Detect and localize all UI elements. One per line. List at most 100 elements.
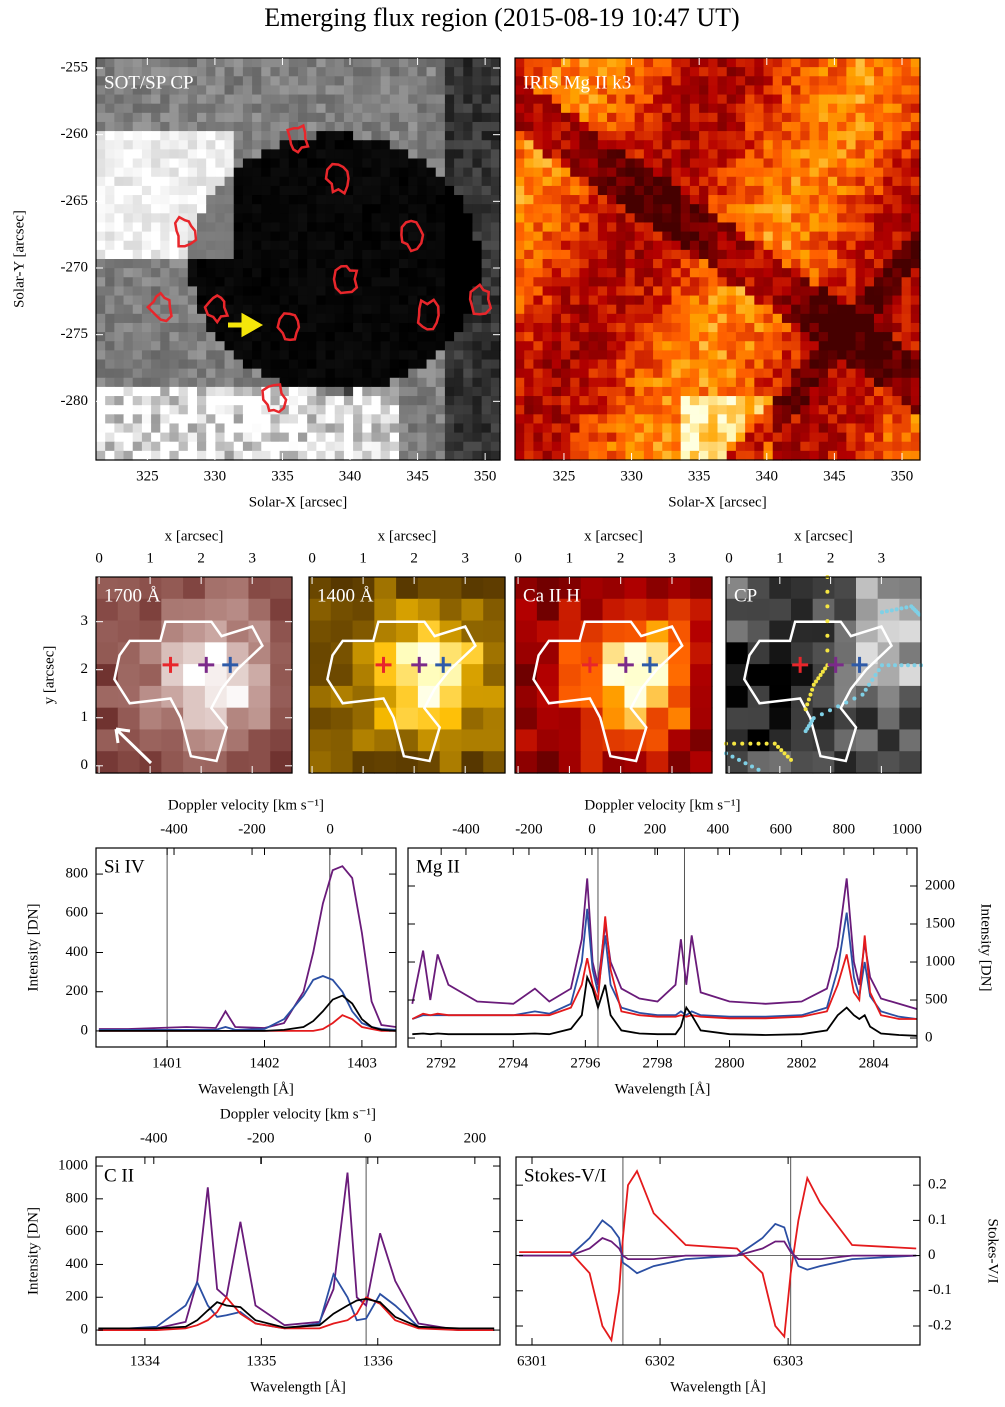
image-pixel — [643, 204, 654, 214]
image-pixel — [481, 341, 492, 351]
image-pixel — [248, 577, 271, 600]
image-pixel — [132, 368, 143, 379]
image-pixel — [772, 131, 783, 141]
image-pixel — [717, 295, 728, 306]
image-pixel — [371, 167, 382, 178]
image-pixel — [616, 158, 627, 169]
image-pixel — [551, 185, 562, 196]
image-pixel — [316, 396, 327, 406]
image-pixel — [206, 112, 216, 123]
image-pixel — [515, 140, 525, 150]
image-pixel — [827, 167, 838, 178]
image-pixel — [597, 195, 608, 205]
image-pixel — [735, 167, 746, 178]
image-pixel — [178, 304, 189, 315]
image-pixel — [570, 386, 581, 397]
image-pixel — [472, 396, 483, 406]
image-pixel — [472, 268, 483, 278]
image-pixel — [708, 185, 719, 196]
image-pixel — [735, 112, 746, 123]
image-pixel — [472, 94, 483, 105]
image-pixel — [261, 58, 272, 68]
image-pixel — [625, 222, 636, 233]
image-pixel — [472, 213, 483, 224]
image-pixel — [206, 121, 216, 132]
image-pixel — [242, 368, 253, 379]
image-pixel — [689, 112, 700, 123]
image-pixel — [671, 386, 682, 397]
image-pixel — [380, 67, 391, 77]
x-tick-label: 1402 — [250, 1055, 280, 1071]
dot — [814, 679, 819, 684]
image-pixel — [542, 67, 553, 77]
image-pixel — [662, 240, 673, 251]
image-pixel — [699, 231, 709, 242]
image-pixel — [892, 131, 903, 141]
image-pixel — [472, 423, 483, 434]
image-pixel — [96, 304, 106, 315]
image-pixel — [380, 176, 391, 187]
image-pixel — [634, 131, 645, 141]
image-pixel — [625, 396, 636, 406]
image-pixel — [754, 167, 765, 178]
image-pixel — [417, 359, 428, 370]
image-pixel — [899, 664, 922, 687]
image-pixel — [791, 121, 801, 132]
image-pixel — [435, 76, 446, 87]
image-pixel — [298, 295, 308, 306]
image-pixel — [524, 322, 535, 333]
image-pixel — [178, 67, 189, 77]
image-pixel — [763, 304, 774, 315]
image-pixel — [745, 76, 755, 87]
image-pixel — [490, 259, 501, 269]
image-pixel — [261, 240, 272, 251]
image-pixel — [864, 67, 875, 77]
image-pixel — [454, 112, 464, 123]
image-pixel — [362, 176, 373, 187]
image-pixel — [408, 176, 418, 187]
image-pixel — [454, 450, 464, 461]
image-pixel — [533, 405, 544, 415]
image-pixel — [316, 58, 327, 68]
image-pixel — [680, 121, 691, 132]
image-pixel — [270, 707, 293, 731]
image-pixel — [533, 112, 544, 123]
image-pixel — [472, 341, 483, 351]
image-pixel — [139, 642, 162, 665]
image-pixel — [624, 664, 647, 687]
image-pixel — [417, 121, 428, 132]
image-pixel — [298, 368, 308, 379]
image-pixel — [261, 359, 272, 370]
image-pixel — [105, 167, 115, 178]
image-pixel — [542, 432, 553, 443]
image-pixel — [846, 295, 857, 306]
x2-tick-label: 200 — [644, 821, 667, 837]
image-pixel — [224, 249, 235, 260]
image-pixel — [570, 240, 581, 251]
image-pixel — [690, 642, 713, 665]
image-pixel — [855, 240, 866, 251]
x-tick-label: 1 — [776, 550, 784, 566]
image-pixel — [426, 268, 437, 278]
image-pixel — [846, 450, 857, 461]
image-pixel — [233, 295, 244, 306]
image-pixel — [233, 423, 244, 434]
image-pixel — [353, 167, 363, 178]
image-pixel — [800, 195, 811, 205]
image-pixel — [855, 158, 866, 169]
image-pixel — [399, 423, 409, 434]
image-pixel — [417, 158, 428, 169]
image-pixel — [671, 450, 682, 461]
image-pixel — [855, 268, 866, 278]
image-pixel — [533, 322, 544, 333]
image-pixel — [197, 176, 207, 187]
image-pixel — [680, 414, 691, 425]
image-pixel — [699, 386, 709, 397]
image-pixel — [856, 598, 879, 622]
image-pixel — [643, 76, 654, 87]
image-pixel — [579, 423, 590, 434]
image-pixel — [307, 304, 317, 315]
image-pixel — [791, 386, 801, 397]
image-pixel — [435, 450, 446, 461]
image-pixel — [772, 185, 783, 196]
